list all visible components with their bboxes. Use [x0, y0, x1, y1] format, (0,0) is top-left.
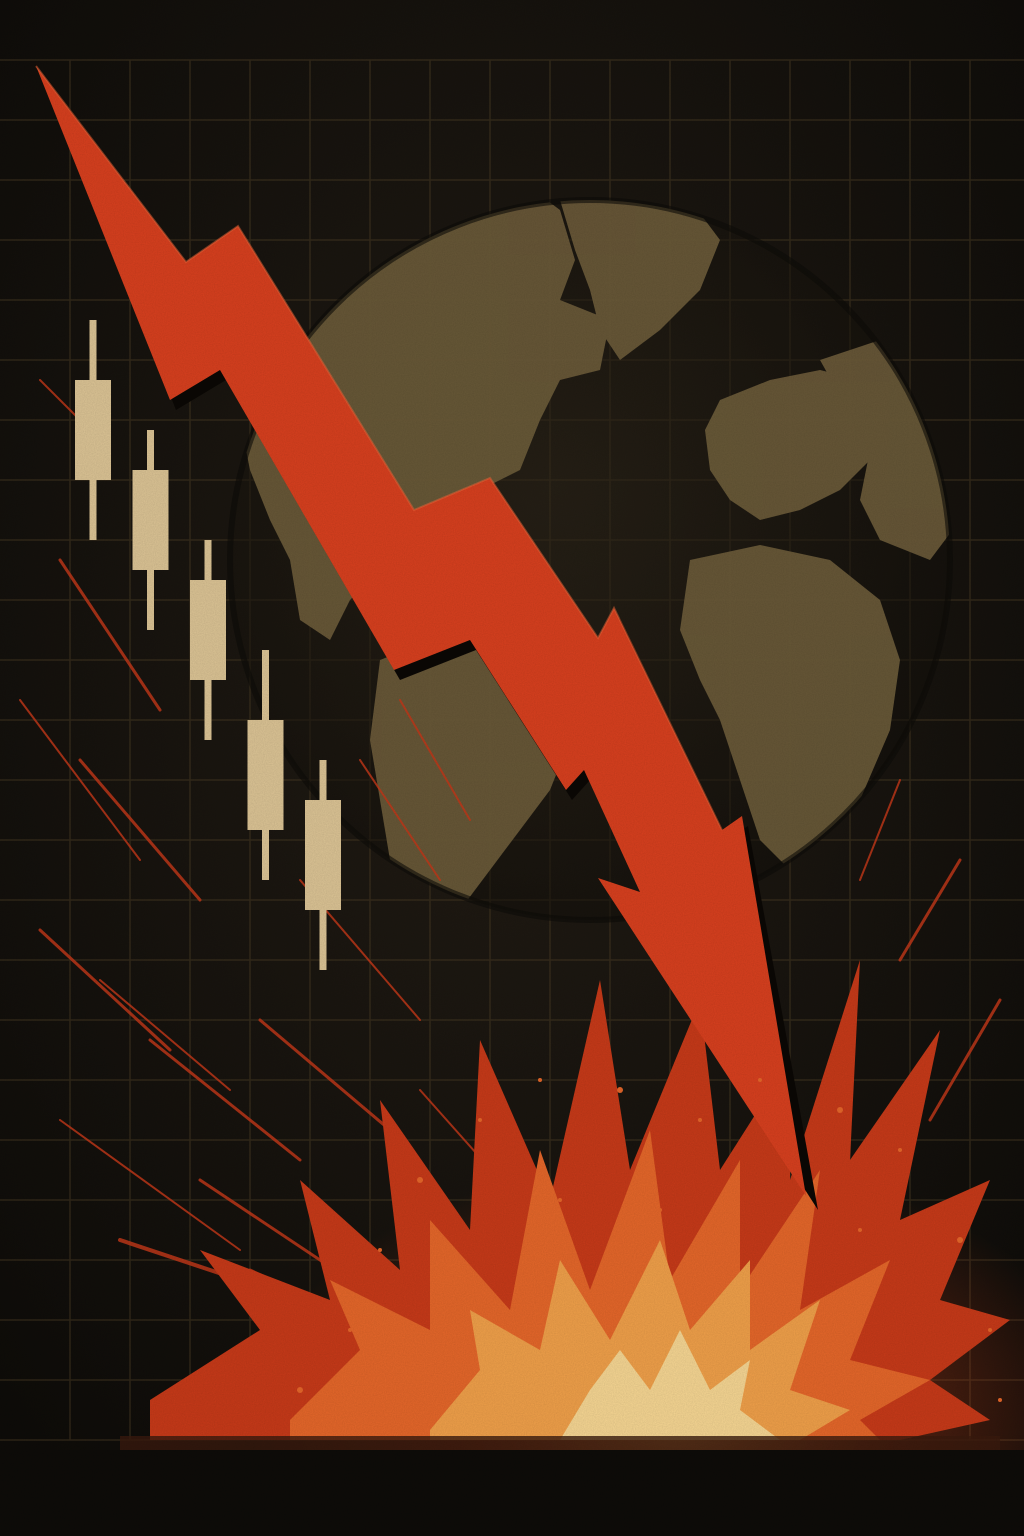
poster-canvas	[0, 0, 1024, 1536]
grain-texture	[0, 0, 1024, 1536]
market-crash-poster	[0, 0, 1024, 1536]
